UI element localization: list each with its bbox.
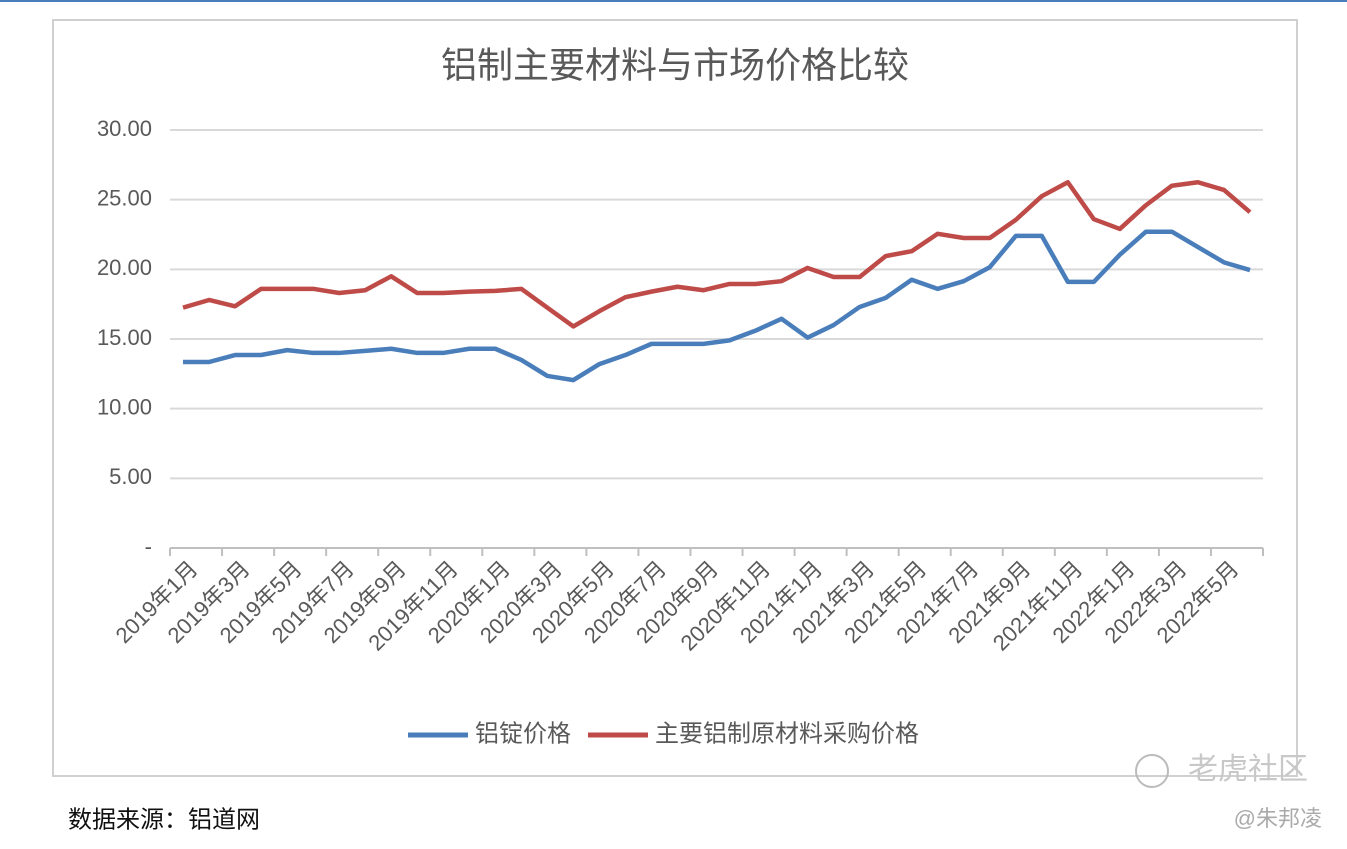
y-tick-label: 30.00 (97, 116, 152, 141)
y-tick-label: - (145, 534, 152, 559)
watermark-icon (1135, 754, 1169, 788)
legend-label: 铝锭价格 (475, 720, 571, 747)
y-tick-label: 10.00 (97, 394, 152, 419)
source-note: 数据来源：铝道网 (68, 806, 260, 833)
watermark: 老虎社区 (1188, 753, 1308, 786)
legend-label: 主要铝制原材料采购价格 (655, 720, 919, 747)
y-tick-label: 25.00 (97, 185, 152, 210)
line-series (183, 229, 1251, 383)
line-series (182, 180, 1252, 329)
author: @朱邦凌 (1234, 806, 1322, 831)
y-tick-label: 5.00 (109, 464, 152, 489)
y-tick-label: 20.00 (97, 255, 152, 280)
y-tick-label: 15.00 (97, 325, 152, 350)
chart-title: 铝制主要材料与市场价格比较 (441, 45, 909, 86)
chart-frame (52, 19, 1298, 777)
top-rule (0, 0, 1347, 2)
